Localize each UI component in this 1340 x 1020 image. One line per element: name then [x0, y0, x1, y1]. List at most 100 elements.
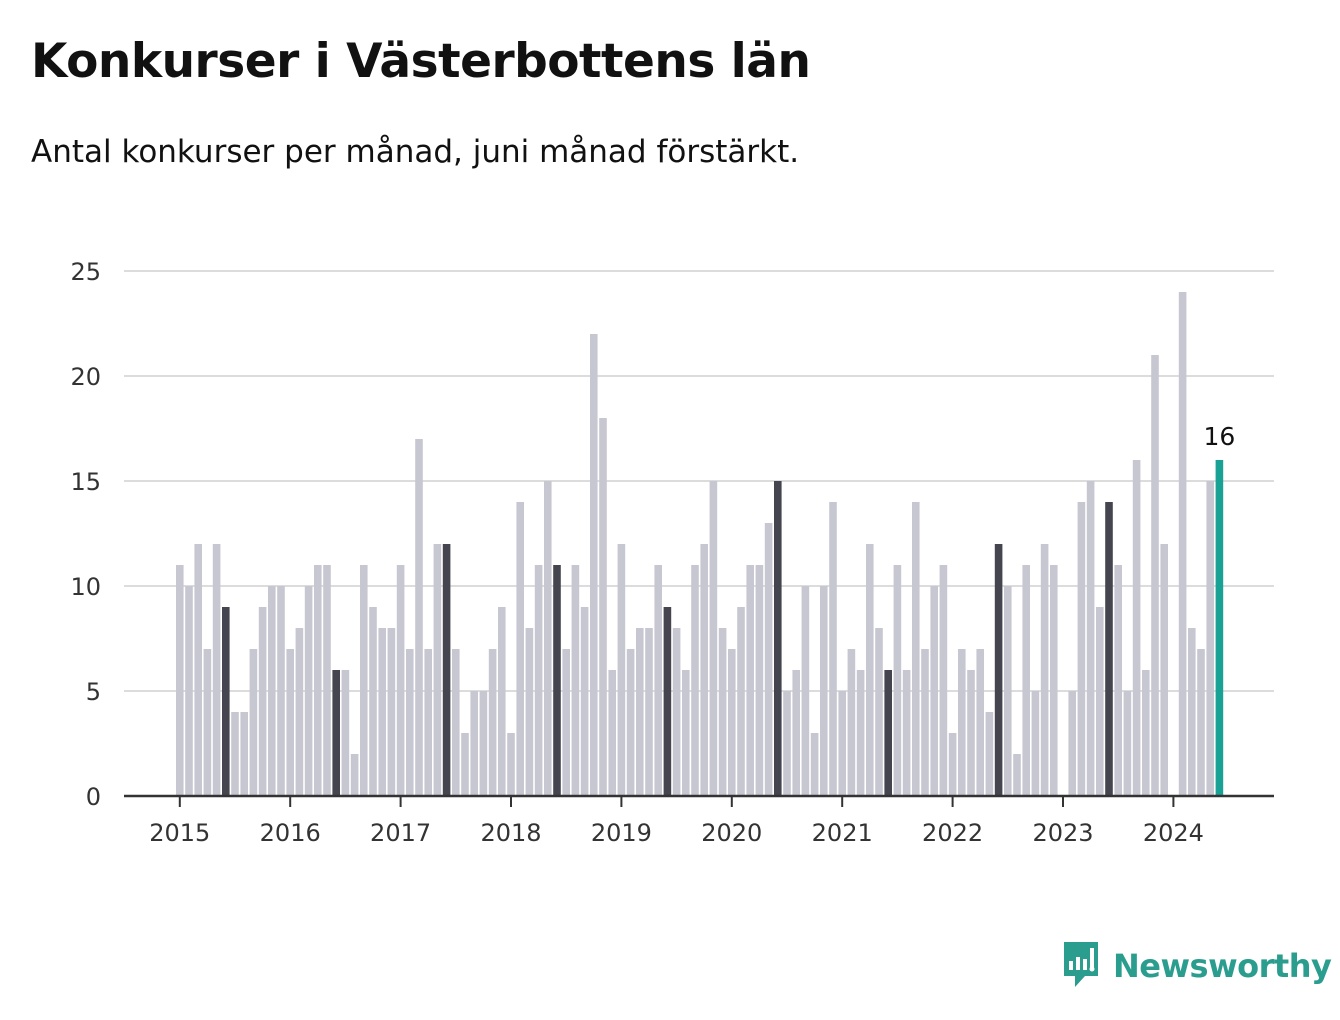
bar: [847, 649, 856, 796]
bar: [1188, 628, 1196, 796]
bar: [838, 691, 846, 796]
x-tick-label: 2022: [922, 819, 983, 847]
bar: [424, 649, 432, 796]
bar: [856, 670, 865, 796]
bar: [341, 670, 350, 796]
bar: [488, 649, 497, 796]
x-tick-label: 2024: [1143, 819, 1204, 847]
bar: [1068, 691, 1076, 796]
bar: [958, 649, 966, 796]
bar: [525, 628, 534, 796]
bar: [985, 712, 994, 796]
x-tick-label: 2020: [701, 819, 762, 847]
bar: [1206, 481, 1214, 796]
bar: [893, 565, 902, 796]
bar-june: [553, 565, 561, 796]
bars: [176, 292, 1224, 796]
x-tick-label: 2021: [812, 819, 873, 847]
bar: [176, 565, 184, 796]
bar: [580, 607, 589, 796]
bar: [1160, 544, 1168, 796]
bar: [470, 691, 478, 796]
bar: [718, 628, 727, 796]
chart-subtitle: Antal konkurser per månad, juni månad fö…: [31, 134, 800, 170]
bar: [378, 628, 386, 796]
bar: [1123, 691, 1132, 796]
bar: [203, 649, 212, 796]
x-axis-tick-labels: 2015 2016 2017 2018 2019 2020 2021 2022 2023 2024: [149, 819, 1204, 847]
bar: [507, 733, 515, 796]
bar: [1050, 565, 1058, 796]
bar: [746, 565, 754, 796]
bar: [755, 565, 764, 796]
bar: [1022, 565, 1030, 796]
bar: [433, 544, 442, 796]
bar: [645, 628, 653, 796]
bar: [590, 334, 598, 796]
bar-latest: [1215, 460, 1224, 796]
bar-june: [994, 544, 1003, 796]
bar: [691, 565, 699, 796]
y-tick-label: 15: [70, 468, 101, 496]
bar: [406, 649, 414, 796]
bar: [792, 670, 800, 796]
bar: [258, 607, 267, 796]
bar: [866, 544, 874, 796]
bar: [1178, 292, 1187, 796]
last-value-label: 16: [1203, 422, 1235, 451]
bar-june: [774, 481, 782, 796]
bar-june: [442, 544, 451, 796]
newsworthy-logo-icon: [1061, 939, 1101, 994]
bar: [498, 607, 506, 796]
bar: [599, 418, 607, 796]
bar: [1142, 670, 1150, 796]
bar: [350, 754, 359, 796]
bar: [764, 523, 773, 796]
bar: [1132, 460, 1141, 796]
bar: [737, 607, 745, 796]
bar: [240, 712, 248, 796]
bar: [1096, 607, 1104, 796]
bar: [304, 586, 313, 796]
y-tick-label: 5: [86, 678, 101, 706]
bar: [700, 544, 708, 796]
bar: [1013, 754, 1021, 796]
bar: [921, 649, 929, 796]
bar: [516, 502, 524, 796]
bar: [912, 502, 920, 796]
y-tick-label: 20: [70, 363, 101, 391]
bar: [286, 649, 294, 796]
x-tick-label: 2023: [1032, 819, 1093, 847]
bar: [544, 481, 552, 796]
bar: [534, 565, 543, 796]
x-tick-label: 2016: [260, 819, 321, 847]
bar: [948, 733, 957, 796]
bar: [323, 565, 331, 796]
bar: [636, 628, 644, 796]
bar: [268, 586, 276, 796]
bar: [654, 565, 662, 796]
x-tick-label: 2018: [480, 819, 541, 847]
bar: [1151, 355, 1159, 796]
bar: [212, 544, 221, 796]
bar: [709, 481, 718, 796]
bar-june: [884, 670, 892, 796]
bar: [1086, 481, 1095, 796]
bar: [231, 712, 239, 796]
y-tick-label: 0: [86, 783, 101, 811]
bar: [249, 649, 258, 796]
bar: [1040, 544, 1049, 796]
bar-june: [332, 670, 340, 796]
bar: [1077, 502, 1086, 796]
bar-june: [1105, 502, 1113, 796]
bar: [452, 649, 460, 796]
bar: [875, 628, 883, 796]
bar: [728, 649, 736, 796]
bar: [1031, 691, 1040, 796]
bar: [314, 565, 322, 796]
bar-june: [222, 607, 230, 796]
bar: [571, 565, 580, 796]
y-tick-label: 10: [70, 573, 101, 601]
x-tick-label: 2019: [591, 819, 652, 847]
bar: [360, 565, 368, 796]
